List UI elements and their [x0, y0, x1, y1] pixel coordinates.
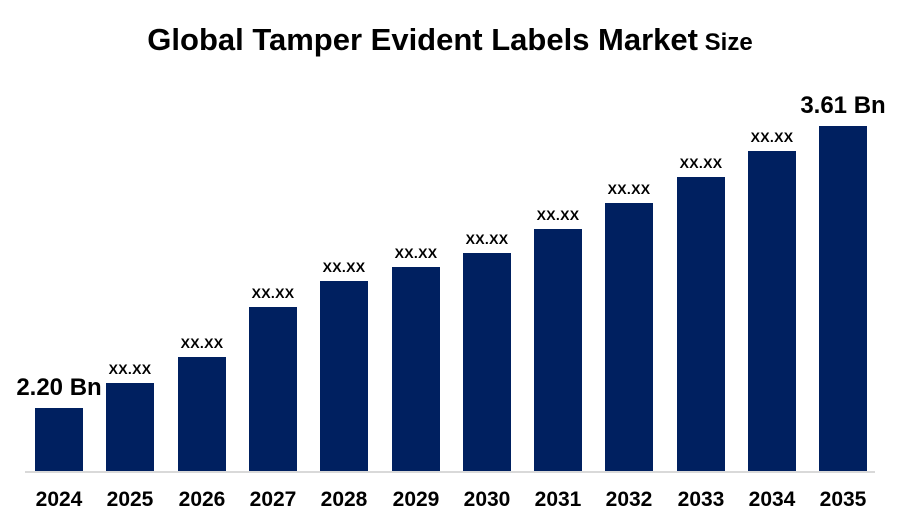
x-axis-label-2034: 2034	[748, 488, 796, 511]
bar-2031	[534, 229, 582, 471]
bar-2028	[320, 281, 368, 471]
bar-2035	[819, 126, 867, 471]
x-axis-line	[25, 471, 875, 473]
bar-column-2028: XX.XX 2028	[320, 0, 368, 525]
bar-value-label-2033: XX.XX	[679, 155, 723, 171]
x-axis-label-2033: 2033	[677, 488, 725, 511]
bar-column-2029: XX.XX 2029	[392, 0, 440, 525]
bar-2030	[463, 253, 511, 471]
x-axis-label-2024: 2024	[35, 488, 83, 511]
bar-value-label-2029: XX.XX	[394, 245, 438, 261]
bar-column-2027: XX.XX 2027	[249, 0, 297, 525]
x-axis-label-2028: 2028	[320, 488, 368, 511]
bar-value-label-2027: XX.XX	[251, 285, 295, 301]
bar-value-label-2025: XX.XX	[108, 361, 152, 377]
bar-2026	[178, 357, 226, 471]
x-axis-label-2029: 2029	[392, 488, 440, 511]
x-axis-label-2026: 2026	[178, 488, 226, 511]
chart-title-main: Global Tamper Evident Labels Market	[147, 22, 698, 57]
bar-2034	[748, 151, 796, 471]
x-axis-label-2027: 2027	[249, 488, 297, 511]
chart-title-suffix: Size	[698, 29, 753, 56]
bar-column-2026: XX.XX 2026	[178, 0, 226, 525]
bar-2027	[249, 307, 297, 471]
x-axis-label-2035: 2035	[819, 488, 867, 511]
bar-value-label-2030: XX.XX	[465, 231, 509, 247]
bar-value-label-2032: XX.XX	[607, 181, 651, 197]
bar-column-2030: XX.XX 2030	[463, 0, 511, 525]
bar-column-2025: XX.XX 2025	[106, 0, 154, 525]
bar-value-label-2031: XX.XX	[536, 207, 580, 223]
bar-2033	[677, 177, 725, 471]
bar-2024	[35, 408, 83, 471]
bar-column-2035: 3.61 Bn 2035	[800, 0, 885, 525]
x-axis-label-2032: 2032	[605, 488, 653, 511]
bar-2025	[106, 383, 154, 471]
bar-column-2033: XX.XX 2033	[677, 0, 725, 525]
chart-title: Global Tamper Evident Labels Market Size	[0, 22, 900, 58]
bar-value-label-2035: 3.61 Bn	[800, 92, 886, 119]
bar-value-label-2026: XX.XX	[180, 335, 224, 351]
bar-value-label-2034: XX.XX	[750, 129, 794, 145]
bar-column-2031: XX.XX 2031	[534, 0, 582, 525]
x-axis-label-2025: 2025	[106, 488, 154, 511]
bar-column-2034: XX.XX 2034	[748, 0, 796, 525]
bar-column-2032: XX.XX 2032	[605, 0, 653, 525]
bar-value-label-2024: 2.20 Bn	[16, 374, 102, 401]
bar-2032	[605, 203, 653, 471]
bar-column-2024: 2.20 Bn 2024	[16, 0, 101, 525]
bar-value-label-2028: XX.XX	[322, 259, 366, 275]
x-axis-label-2030: 2030	[463, 488, 511, 511]
x-axis-label-2031: 2031	[534, 488, 582, 511]
bar-2029	[392, 267, 440, 471]
